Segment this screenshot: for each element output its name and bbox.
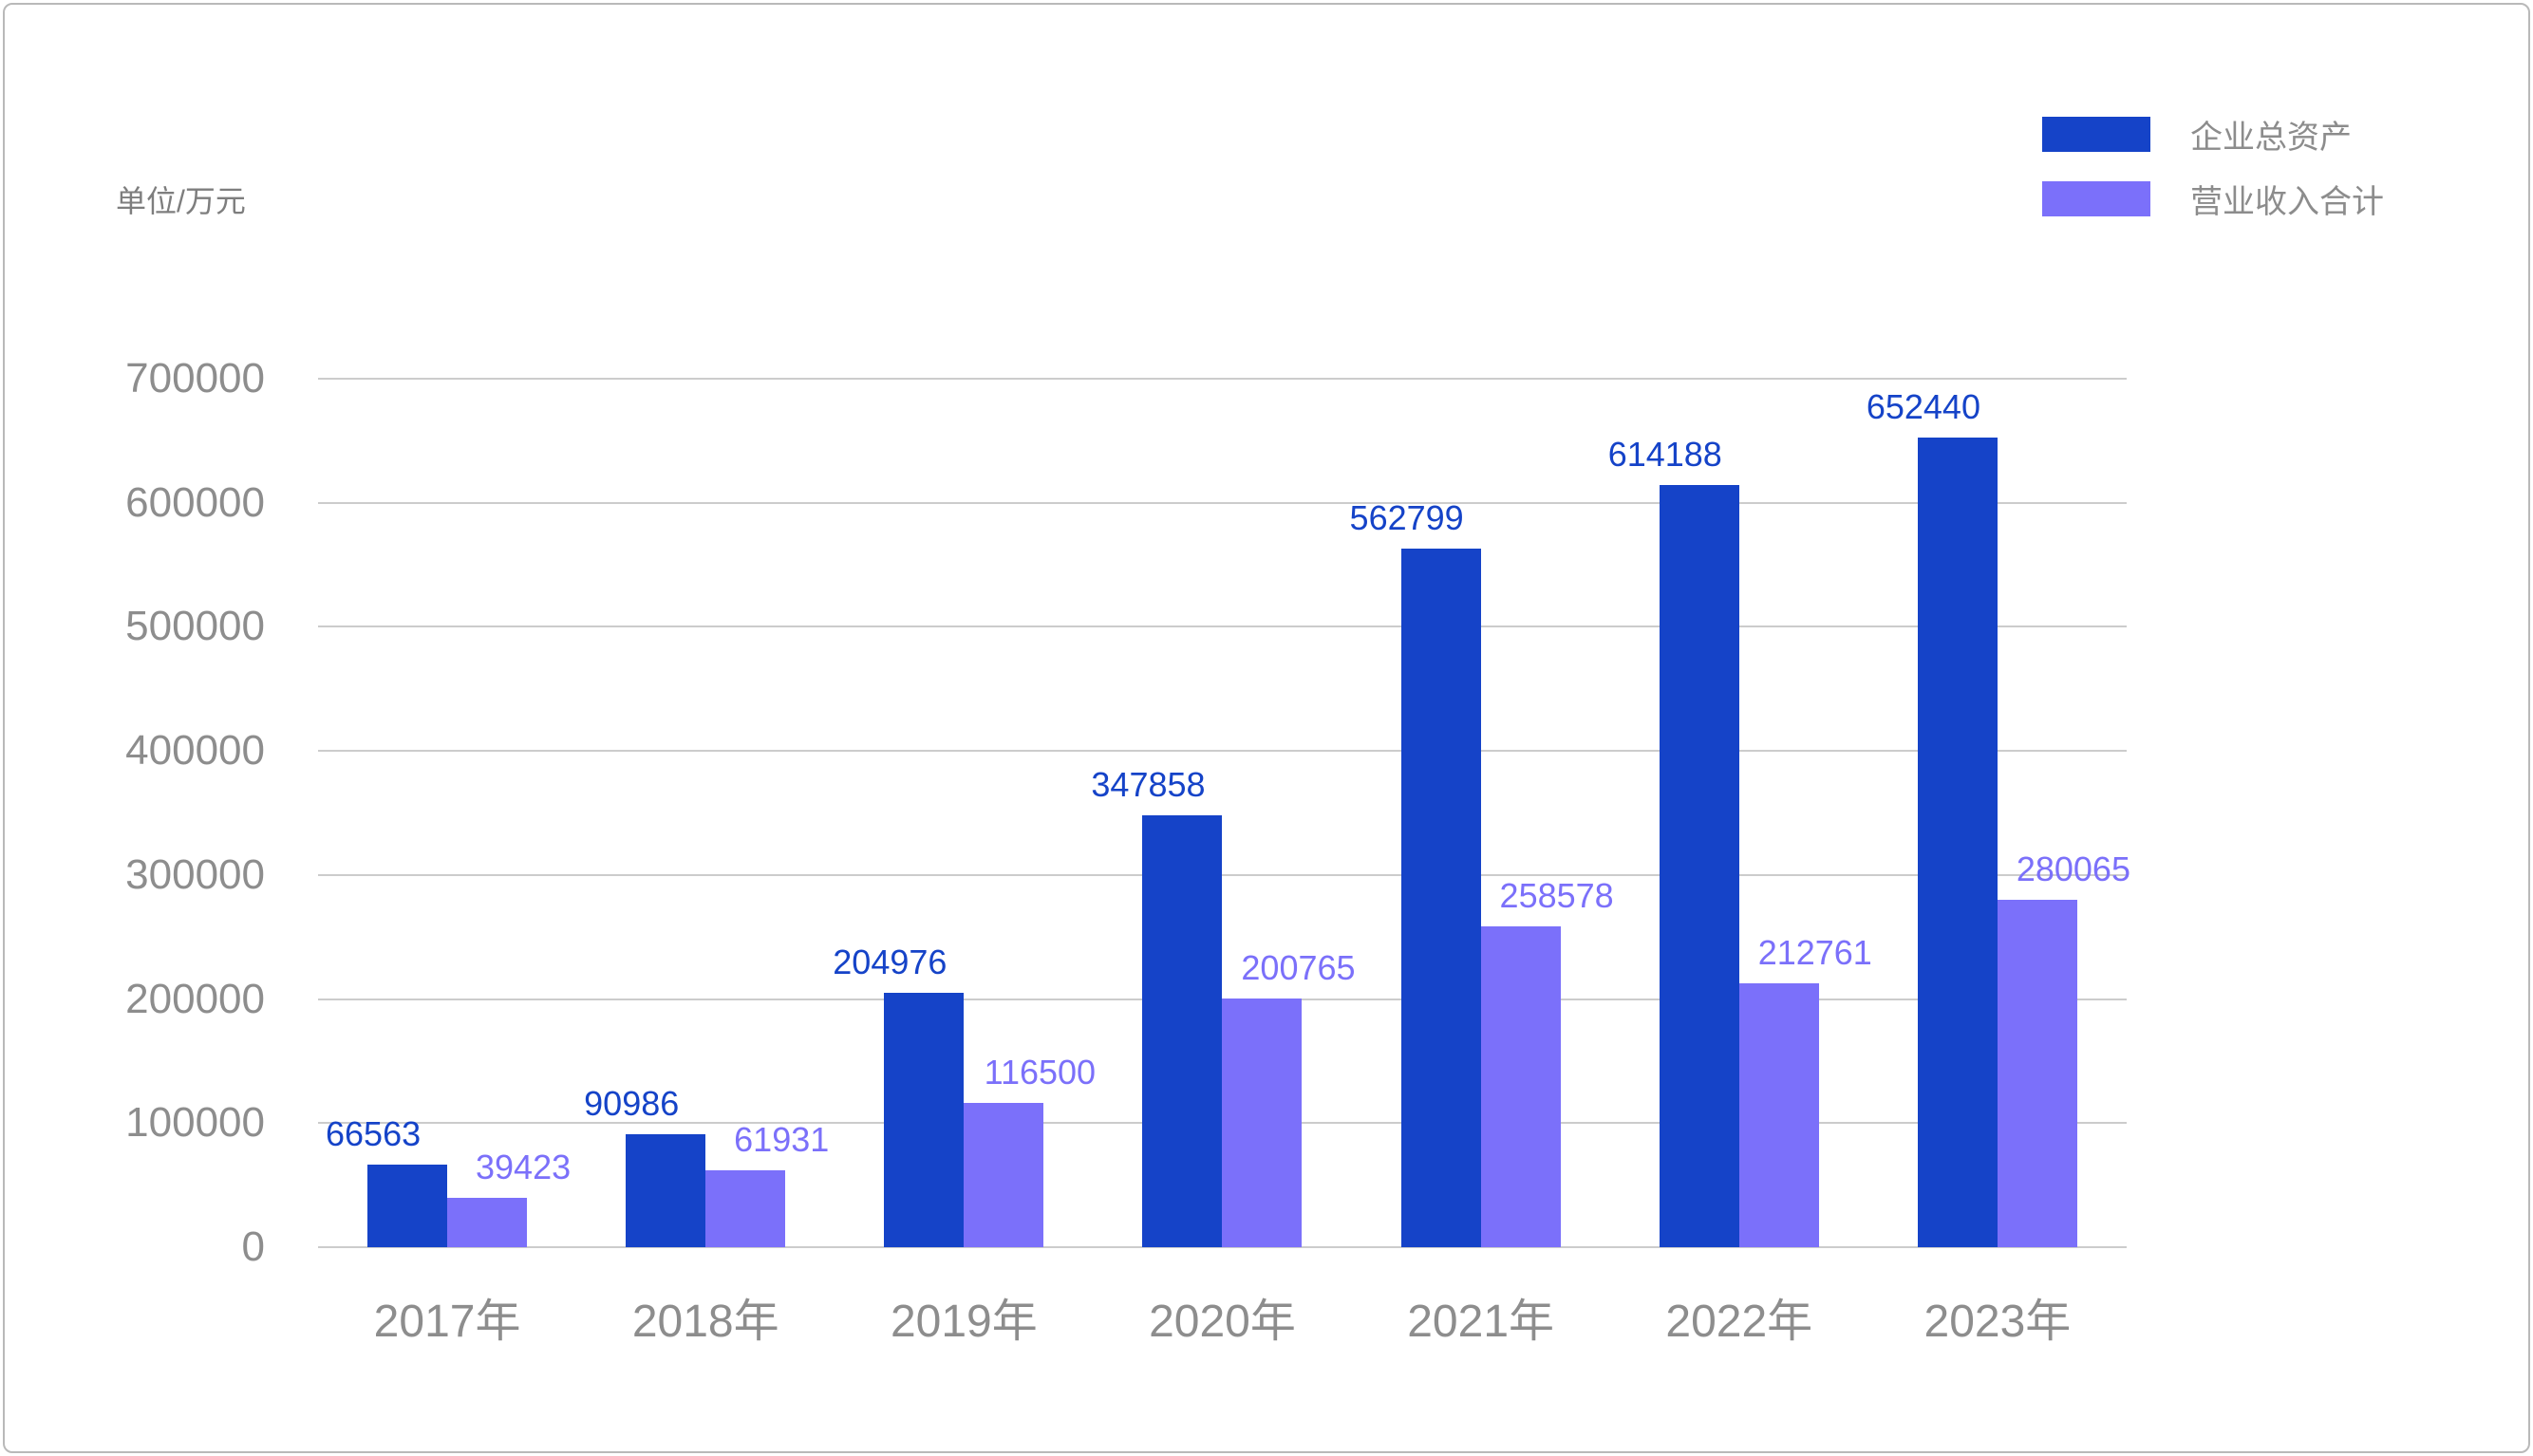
legend-swatch-total-assets [2042,117,2150,152]
gridline [318,501,2127,504]
bar-value-label: 652440 [1866,387,1980,427]
bar-group-2021: 562799 258578 2021年 [1349,379,1614,1347]
operating-revenue-bar-2022 [1738,982,1819,1247]
y-axis-tick-label: 600000 [125,478,265,526]
x-axis-category-label: 2023年 [1923,1297,2072,1347]
x-axis-category-label: 2021年 [1407,1297,1555,1347]
x-axis-category-label: 2019年 [890,1297,1038,1347]
bar-group-2023: 652440 280065 2023年 [1866,379,2130,1347]
x-axis-category-label: 2018年 [631,1297,779,1347]
bar-value-label: 90986 [584,1084,680,1124]
bar-value-label: 116500 [984,1052,1097,1092]
operating-revenue-bar-2017 [447,1198,528,1247]
bar-value-label: 280065 [2016,849,2130,888]
bar-value-label: 204976 [833,943,948,982]
legend-label: 营业收入合计 [2190,184,2384,220]
operating-revenue-bar-2018 [705,1170,786,1247]
operating-revenue-bar-2020 [1222,998,1303,1247]
legend: 企业总资产营业收入合计 [2042,117,2384,220]
legend-item-total-assets[interactable]: 企业总资产 [2042,117,2384,156]
total-assets-bar-2022 [1659,485,1739,1247]
y-axis-tick-label: 500000 [125,603,265,650]
y-axis-tick-label: 400000 [125,727,265,775]
gridline [318,750,2127,753]
bar-value-label: 61931 [734,1120,830,1160]
y-axis-tick-label: 100000 [125,1099,265,1147]
y-axis-tick-label: 0 [241,1223,265,1270]
gridline [318,873,2127,876]
bar-value-label: 614188 [1607,435,1722,475]
total-assets-bar-2017 [367,1165,448,1247]
legend-label: 企业总资产 [2190,120,2352,156]
total-assets-bar-2018 [626,1134,706,1247]
y-axis-unit-label: 单位/万元 [116,184,246,218]
x-axis-category-label: 2020年 [1149,1297,1296,1347]
legend-swatch-operating-revenue [2042,181,2150,216]
y-axis-tick-label: 700000 [125,355,265,401]
y-axis-tick-label: 200000 [125,975,265,1022]
bar-group-2018: 90986 61931 2018年 [576,379,835,1347]
gridline [318,625,2127,628]
bar-value-label: 200765 [1241,947,1356,987]
plot-area: 0 100000 200000 300000 400000 500000 600000 700… [125,355,2130,1348]
operating-revenue-bar-2021 [1480,926,1561,1247]
bar-group-2017: 66563 39423 2017年 [318,379,576,1348]
total-assets-bar-2020 [1142,815,1223,1247]
x-axis-category-label: 2022年 [1665,1297,1813,1347]
bar-value-label: 212761 [1757,932,1872,972]
operating-revenue-bar-2023 [1997,899,2077,1247]
total-assets-bar-2023 [1917,438,1998,1247]
total-assets-bar-2021 [1400,549,1481,1247]
operating-revenue-bar-2019 [964,1102,1044,1247]
gridline [318,378,2127,380]
y-axis-tick-label: 300000 [125,850,265,898]
x-axis-category-label: 2017年 [373,1297,521,1347]
bar-value-label: 66563 [326,1114,422,1153]
bar-group-2020: 347858 200765 2020年 [1091,379,1355,1347]
bar-group-2022: 614188 212761 2022年 [1607,379,1872,1347]
bar-group-2019: 204976 116500 2019年 [833,379,1097,1347]
legend-item-operating-revenue[interactable]: 营业收入合计 [2042,181,2384,220]
bar-value-label: 347858 [1091,765,1206,805]
x-axis-line [318,1246,2127,1248]
bar-value-label: 39423 [476,1148,572,1187]
bar-value-label: 562799 [1349,498,1464,538]
total-assets-bar-2019 [884,993,965,1247]
chart-card: 单位/万元 企业总资产营业收入合计 0 100000 200000 300000 400… [3,3,2530,1453]
bar-value-label: 258578 [1499,876,1614,916]
